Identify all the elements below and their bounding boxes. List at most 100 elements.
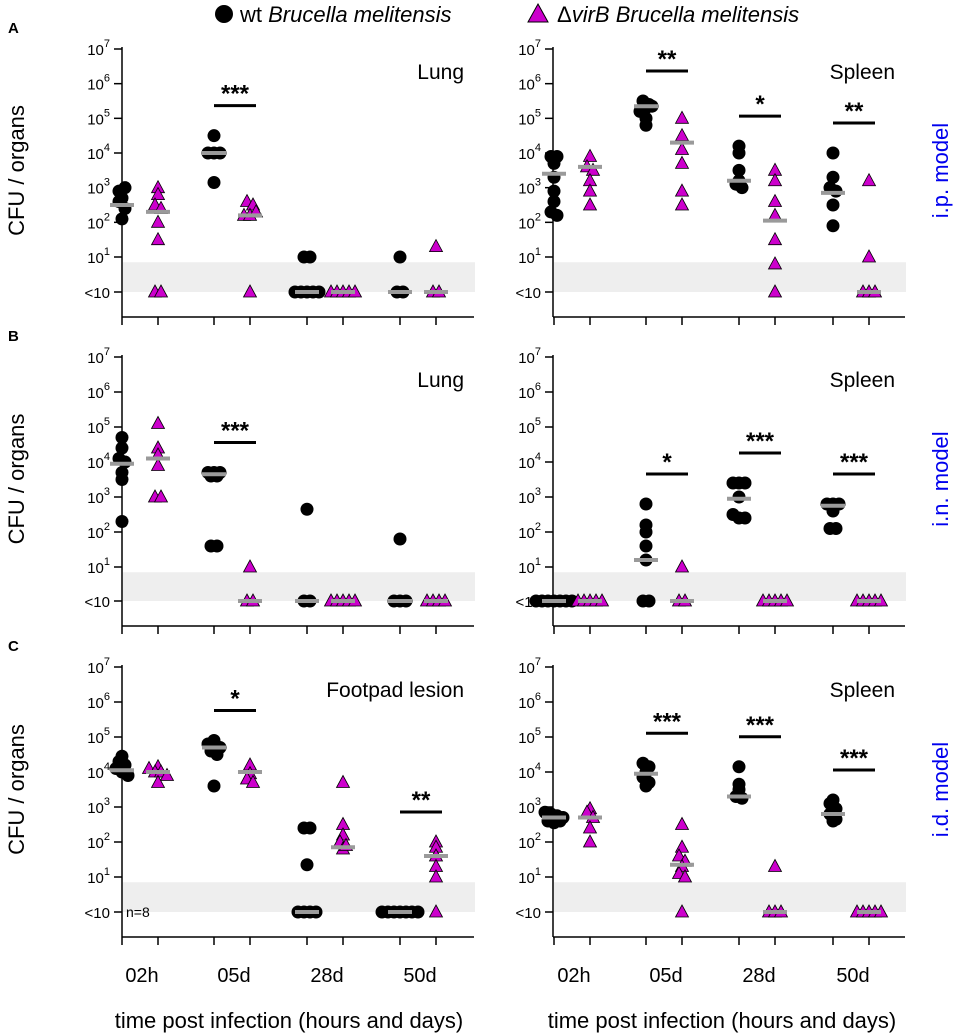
wt-point [115,431,129,444]
panel-title: Lung [417,61,464,84]
y-tick-label: 102 [87,521,110,542]
y-tick-label-lod: <10 [516,905,541,922]
y-tick-base: 10 [518,695,535,712]
virb-point [674,155,690,169]
virb-point [150,231,166,246]
y-tick-base: 10 [518,420,535,437]
y-tick-label: 103 [518,486,541,507]
virb-point [767,284,783,298]
virb-point [245,774,261,788]
wt-point [826,219,840,233]
y-tick-base: 10 [87,835,104,852]
y-tick-exponent: 4 [104,761,110,773]
y-tick-label: 101 [87,246,110,267]
significance-label: * [662,449,672,476]
y-tick-base: 10 [518,42,535,59]
wt-point [639,118,653,132]
y-tick-base: 10 [518,560,535,577]
y-tick-exponent: 7 [104,38,110,50]
y-tick-base: 10 [87,765,104,782]
significance-label: ** [412,787,431,814]
y-tick-exponent: 3 [535,177,541,189]
x-category-labels: 02h 05d 28d 50d 02h 05d 28d 50d [125,965,869,987]
y-tick-label-lod: <10 [85,905,110,922]
wt-point [300,502,314,516]
y-tick-label: 105 [87,107,110,128]
virb-point [674,183,690,197]
virb-point [861,172,877,187]
y-tick-label: 102 [87,831,110,852]
y-tick-exponent: 6 [104,381,110,393]
model-label: i.p. model [928,123,953,218]
y-tick-exponent: 5 [104,726,110,738]
virb-point [671,848,687,862]
wt-point [826,146,840,160]
wt-point [735,181,749,195]
y-tick-label: 106 [87,381,110,402]
y-tick-exponent: 3 [104,796,110,808]
virb-point [767,207,783,221]
y-tick-label: 102 [87,211,110,232]
detection-limit-band [123,572,475,601]
y-tick-base: 10 [87,660,104,677]
y-axis-label: CFU / organs [4,724,29,855]
virb-point [674,904,690,918]
legend-mut-delta: Δ [557,2,572,27]
y-tick-exponent: 6 [104,73,110,85]
y-tick-label-lod: <10 [516,285,541,302]
y-axis-label: CFU / organs [4,105,29,236]
x-axis-label-left: time post infection (hours and days) [115,1008,464,1033]
virb-point [767,172,783,187]
y-tick-base: 10 [87,146,104,163]
y-tick-base: 10 [87,525,104,542]
y-tick-label: 106 [518,691,541,712]
virb-point [582,197,598,211]
y-tick-base: 10 [518,800,535,817]
x-category-label: 50d [836,965,869,987]
wt-point [639,539,653,553]
x-category-label: 05d [217,965,250,987]
wt-point [639,779,653,793]
virb-point [150,457,166,471]
n-note: n=8 [126,904,150,920]
y-tick-exponent: 4 [535,761,541,773]
virb-point [585,162,601,176]
significance-label: * [230,686,240,713]
y-tick-base: 10 [518,215,535,232]
wt-point [115,473,129,486]
wt-point [547,195,561,209]
y-tick-base: 10 [87,77,104,94]
x-category-label: 02h [557,965,590,987]
detection-limit-band [554,882,906,912]
virb-point [428,904,444,918]
y-tick-label: 104 [518,142,541,163]
y-tick-exponent: 6 [535,381,541,393]
panel-title: Spleen [830,369,895,392]
significance-label: *** [221,418,250,445]
y-tick-base: 10 [518,146,535,163]
x-category-label: 02h [125,965,158,987]
y-tick-exponent: 5 [535,726,541,738]
legend-wt-name: Brucella melitensis [268,2,451,27]
y-tick-exponent: 5 [535,416,541,428]
wt-point [732,760,746,774]
virb-point [150,186,166,201]
wt-point [732,163,746,177]
virb-point [767,256,783,270]
y-tick-exponent: 1 [104,556,110,568]
y-tick-label: 106 [87,73,110,94]
significance-label: *** [840,449,869,476]
y-tick-exponent: 2 [104,211,110,223]
legend-mut-gene: virB [572,2,610,27]
y-tick-label: 104 [87,761,110,782]
wt-point [210,539,224,553]
y-tick-base: 10 [87,800,104,817]
detection-limit-band [554,572,906,601]
virb-point [159,767,175,781]
virb-point [677,869,693,883]
y-tick-exponent: 1 [535,866,541,878]
y-tick-exponent: 5 [104,107,110,119]
